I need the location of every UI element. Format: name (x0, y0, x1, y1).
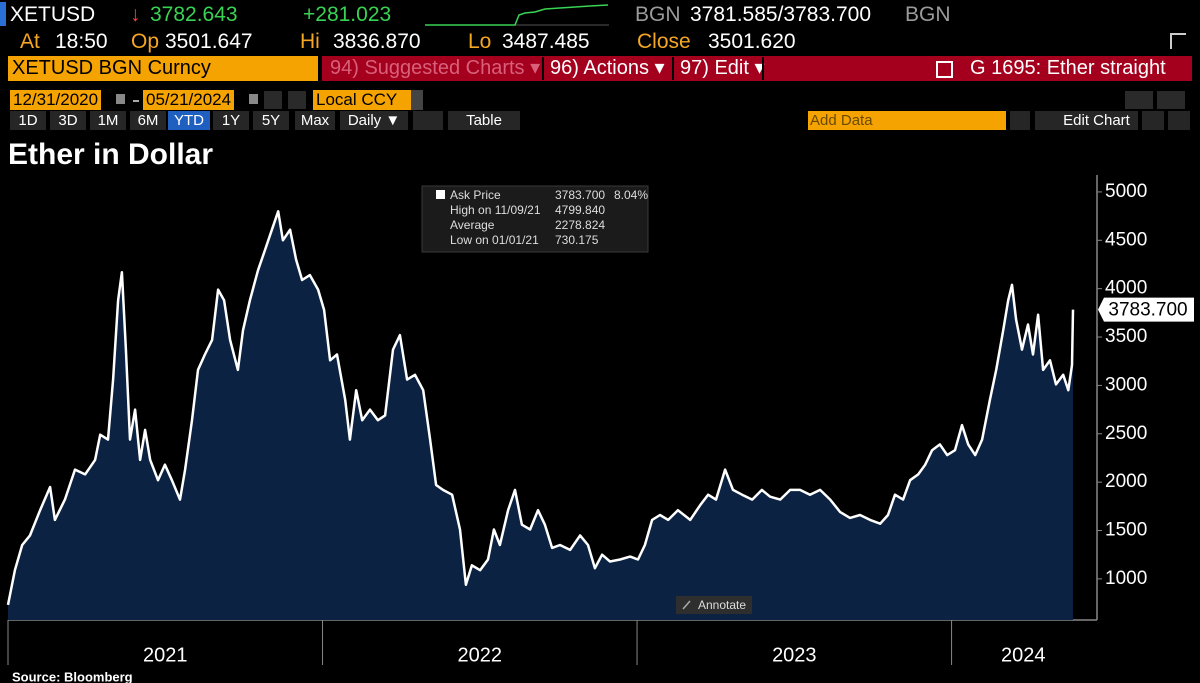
legend-swatch (436, 190, 445, 199)
direction-arrow: ↓ (130, 3, 141, 26)
x-tick-label: 2022 (458, 644, 503, 666)
range-button[interactable]: Max (295, 111, 335, 130)
chart-type-button[interactable] (413, 111, 443, 130)
annotate-bg[interactable] (676, 596, 752, 614)
ask-source: BGN (905, 3, 951, 26)
annotate-button[interactable]: Annotate (676, 596, 752, 614)
frequency-button[interactable]: Daily ▼ (340, 111, 408, 130)
info-box: Ask Price 3783.700 8.04% High on 11/09/21 47… (421, 185, 649, 253)
info-text: 3783.700 (555, 188, 605, 202)
high: 3836.870 (333, 30, 421, 53)
divider (542, 57, 544, 80)
y-tick-label: 4000 (1105, 278, 1147, 299)
launch-icon[interactable] (936, 61, 953, 78)
add-data-field[interactable]: Add Data (808, 111, 1006, 130)
sparkline (425, 4, 609, 26)
ticker-marker (0, 2, 6, 26)
y-tick-label: 2500 (1105, 423, 1147, 444)
options-button[interactable] (1168, 111, 1190, 130)
y-tick-label: 1500 (1105, 520, 1147, 541)
price-area (8, 211, 1073, 621)
annotate-icon (682, 600, 691, 610)
info-text: 2278.824 (555, 218, 605, 232)
time: 18:50 (55, 30, 108, 53)
calendar-icon[interactable] (249, 94, 258, 104)
redo-button[interactable] (1157, 91, 1185, 109)
sparkline-line (425, 4, 609, 26)
info-text: High on 11/09/21 (450, 203, 541, 217)
y-tick-label: 3500 (1105, 326, 1147, 347)
info-box-bg (421, 185, 649, 253)
bid-source: BGN (635, 3, 681, 26)
y-tick-label: 2000 (1105, 471, 1147, 492)
x-tick-label: 2024 (1001, 644, 1046, 666)
x-tick-label: 2023 (772, 644, 817, 666)
y-tick-label: 4500 (1105, 229, 1147, 250)
close: 3501.620 (708, 30, 796, 53)
divider (762, 57, 764, 80)
edit-chart-button[interactable]: Edit Chart (1035, 111, 1138, 130)
info-text: 4799.840 (555, 203, 605, 217)
range-button[interactable]: 1M (90, 111, 126, 130)
info-text: Low on 01/01/21 (450, 233, 539, 247)
info-text: Ask Price (450, 188, 501, 202)
prev-button[interactable] (264, 91, 282, 109)
info-text: 730.175 (555, 233, 599, 247)
range-button[interactable]: 5Y (253, 111, 289, 130)
date-separator (133, 100, 139, 102)
currency-field[interactable]: Local CCY (313, 90, 411, 110)
ticker: XETUSD (10, 3, 96, 26)
last-value-label: 3783.700 (1108, 300, 1187, 321)
low: 3487.485 (502, 30, 590, 53)
open-label: Op (131, 30, 160, 53)
table-button[interactable]: Table (448, 111, 520, 130)
calendar-icon[interactable] (116, 94, 125, 104)
y-tick-label: 3000 (1105, 374, 1147, 395)
edit-menu[interactable]: 97) Edit ▾ (680, 57, 765, 79)
menu-bar (322, 56, 1192, 81)
open: 3501.647 (165, 30, 253, 53)
divider (672, 57, 674, 80)
range-button[interactable]: YTD (168, 111, 210, 130)
last-price: 3782.643 (150, 3, 238, 26)
y-tick-label: 5000 (1105, 181, 1147, 202)
end-date[interactable]: 05/21/2024 (143, 90, 235, 110)
info-text: Average (450, 218, 495, 232)
price-line (6, 210, 1075, 606)
x-tick-label: 2021 (143, 644, 188, 666)
settings-button[interactable] (1142, 111, 1164, 130)
actions-menu[interactable]: 96) Actions ▾ (550, 57, 665, 79)
security-field[interactable]: XETUSD BGN Curncy (8, 56, 318, 81)
range-button[interactable]: 1Y (213, 111, 249, 130)
annotate-label[interactable]: Annotate (698, 598, 746, 612)
range-button[interactable]: 3D (50, 111, 86, 130)
range-button[interactable]: 6M (130, 111, 166, 130)
suggested-charts[interactable]: 94) Suggested Charts ▾ (330, 57, 541, 79)
chart-id: G 1695: Ether straight (970, 57, 1166, 79)
range-button[interactable]: 1D (10, 111, 46, 130)
info-text: 8.04% (614, 188, 648, 202)
undo-button[interactable] (1125, 91, 1153, 109)
net-change: +281.023 (303, 3, 392, 26)
expand-icon[interactable] (1170, 33, 1186, 49)
collapse-button[interactable] (1010, 111, 1030, 130)
bid-ask: 3781.585/3783.700 (690, 3, 872, 26)
source-note: Source: Bloomberg (12, 669, 133, 683)
high-label: Hi (300, 30, 320, 53)
start-date[interactable]: 12/31/2020 (10, 90, 102, 110)
chart-title: Ether in Dollar (8, 138, 213, 171)
time-label: At (20, 30, 40, 53)
y-tick-label: 1000 (1105, 568, 1147, 589)
next-button[interactable] (288, 91, 306, 109)
low-label: Lo (468, 30, 492, 53)
close-label: Close (637, 30, 691, 53)
currency-dropdown[interactable] (411, 90, 423, 110)
last-value-tag (1098, 297, 1194, 322)
